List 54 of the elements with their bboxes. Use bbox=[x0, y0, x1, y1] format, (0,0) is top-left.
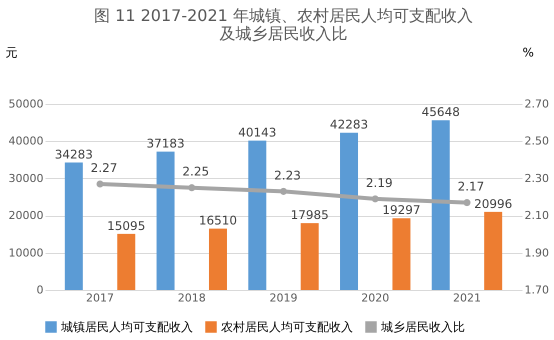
bar bbox=[117, 234, 136, 290]
data-label: 37183 bbox=[146, 136, 185, 151]
bar bbox=[156, 152, 175, 290]
data-label: 2.27 bbox=[90, 160, 118, 175]
bar bbox=[64, 162, 83, 290]
y2-tick-label: 1.70 bbox=[524, 284, 549, 296]
y2-axis-title: % bbox=[522, 46, 534, 60]
data-label: 20996 bbox=[474, 196, 512, 211]
data-label: 17985 bbox=[290, 208, 329, 222]
bar bbox=[248, 140, 266, 290]
y-tick-label: 20000 bbox=[8, 209, 44, 222]
point bbox=[280, 188, 288, 195]
x-tick-label: 2019 bbox=[270, 292, 298, 304]
y-tick-label: 0 bbox=[36, 284, 44, 296]
legend-label: 城乡居民收入比 bbox=[380, 320, 465, 334]
x-tick-label: 2018 bbox=[178, 292, 206, 304]
data-label: 42283 bbox=[330, 118, 368, 132]
data-label: 2.17 bbox=[458, 180, 484, 194]
text: 及城乡居民收入比 bbox=[220, 24, 348, 43]
data-label: 2.25 bbox=[182, 164, 210, 179]
point bbox=[372, 195, 379, 202]
text: 图 11 2017-2021 年城镇、农村居民人均可支配收入 bbox=[94, 6, 473, 25]
point bbox=[188, 184, 196, 192]
legend-label: 城镇居民人均可支配收入 bbox=[60, 320, 193, 334]
bar bbox=[340, 132, 358, 290]
y2-tick-label: 1.90 bbox=[524, 246, 549, 260]
data-label: 40143 bbox=[238, 126, 276, 140]
y2-tick-label: 2.10 bbox=[524, 209, 549, 222]
data-label: 34283 bbox=[54, 147, 93, 162]
y2-tick-label: 2.30 bbox=[524, 172, 549, 185]
data-label: 2.23 bbox=[274, 168, 301, 182]
y-tick-label: 50000 bbox=[8, 98, 44, 110]
y-tick-label: 30000 bbox=[8, 172, 44, 185]
x-tick-label: 2017 bbox=[86, 292, 114, 304]
bar bbox=[432, 120, 450, 290]
data-label: 16510 bbox=[198, 214, 238, 228]
data-label: 2.19 bbox=[366, 176, 393, 190]
data-label: 19297 bbox=[382, 203, 421, 218]
bar bbox=[208, 228, 227, 290]
bar bbox=[484, 212, 502, 290]
point bbox=[96, 180, 104, 188]
data-label: 15095 bbox=[107, 218, 146, 233]
x-tick-label: 2021 bbox=[452, 292, 481, 304]
x-tick-label: 2020 bbox=[361, 292, 390, 304]
bar bbox=[392, 218, 410, 290]
y2-tick-label: 2.50 bbox=[524, 134, 549, 148]
point bbox=[463, 199, 470, 206]
y2-tick-label: 2.70 bbox=[524, 98, 549, 110]
data-label: 45648 bbox=[422, 105, 460, 120]
legend-label: 农村居民人均可支配收入 bbox=[221, 320, 353, 334]
bar bbox=[300, 223, 319, 290]
y-tick-label: 40000 bbox=[8, 134, 44, 148]
y-tick-label: 10000 bbox=[8, 246, 44, 260]
y-axis-title: 元 bbox=[6, 46, 18, 60]
